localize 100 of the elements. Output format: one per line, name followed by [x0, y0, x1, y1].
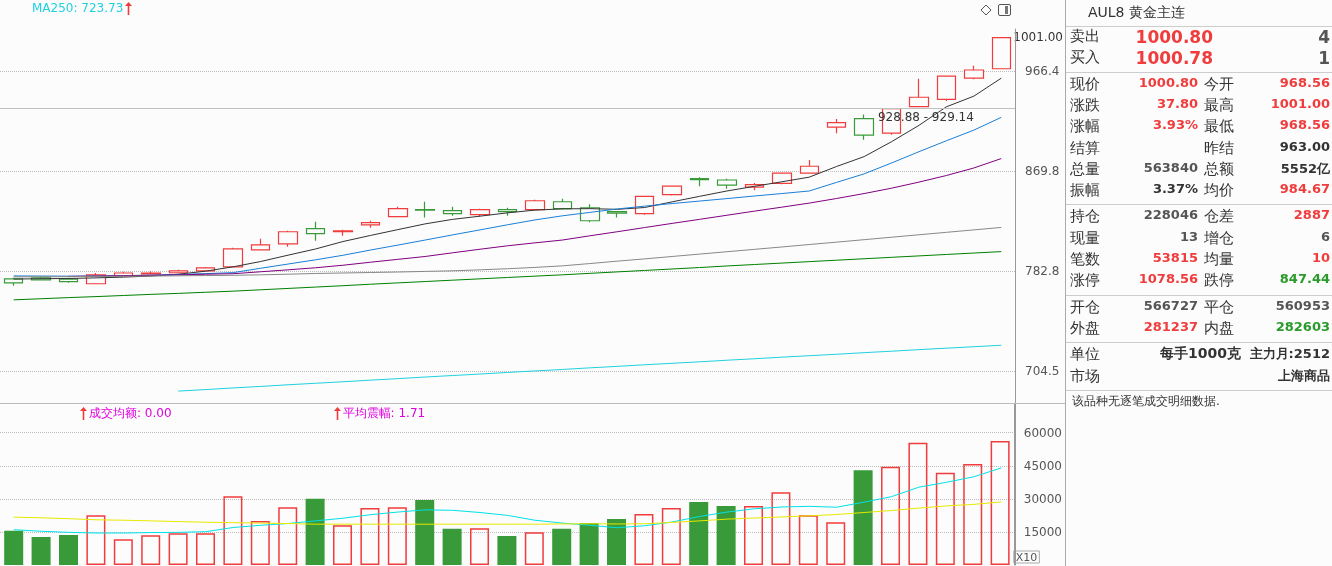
text: 4 — [1318, 27, 1330, 49]
bar — [552, 528, 572, 565]
text: 984.67 — [1279, 181, 1330, 199]
text: 563840 — [1143, 159, 1198, 177]
candlestick — [442, 206, 463, 217]
text: 281237 — [1143, 318, 1198, 336]
text: AUL8 黄金主连 — [1088, 4, 1185, 22]
candlestick — [168, 269, 189, 274]
candlestick — [497, 207, 518, 217]
text: 上海商品 — [1278, 366, 1330, 385]
candlestick — [277, 230, 299, 248]
y-tick-label: 45000 — [1023, 458, 1063, 473]
text: 持仓 — [1070, 207, 1100, 228]
text: 566727 — [1143, 297, 1198, 315]
candlestick — [305, 221, 326, 242]
bar — [579, 523, 599, 565]
y-tick-label: 966.4 — [1025, 63, 1060, 78]
text: 开仓 — [1070, 297, 1100, 318]
bar — [4, 530, 24, 565]
text: 1001.00 — [1270, 95, 1330, 113]
bar — [881, 466, 901, 565]
text: 2887 — [1293, 207, 1330, 225]
line-series — [13, 77, 1002, 280]
annotation: 1001.00 — [1013, 30, 1063, 45]
text: 主力月:2512 — [1249, 345, 1330, 364]
bar — [524, 532, 544, 565]
text: 968.56 — [1279, 117, 1330, 135]
bar — [990, 441, 1010, 565]
bar — [196, 533, 216, 565]
candlestick — [3, 277, 24, 287]
text: 涨跌 — [1070, 95, 1100, 116]
text: 涨停 — [1070, 271, 1100, 292]
text: 282603 — [1275, 318, 1330, 336]
y-tick-label: 869.8 — [1025, 163, 1060, 178]
bar — [853, 470, 873, 565]
text: 现价 — [1070, 74, 1100, 95]
text: 560953 — [1275, 297, 1330, 315]
bar — [333, 525, 353, 565]
y-tick-label: 30000 — [1023, 491, 1063, 506]
bar — [250, 521, 270, 565]
text: 今开 — [1204, 74, 1234, 95]
bar — [908, 442, 928, 565]
text: 每手1000克 — [1160, 345, 1241, 364]
text: 10 — [1311, 250, 1330, 267]
text: 1 — [1318, 48, 1330, 70]
bar — [305, 498, 325, 565]
text: 仓差 — [1204, 207, 1234, 228]
candlestick — [222, 247, 244, 268]
bar — [935, 472, 955, 565]
candlestick — [524, 199, 546, 211]
candlestick — [963, 65, 985, 80]
bar — [634, 514, 654, 565]
candlestick — [799, 159, 820, 175]
text: 增仓 — [1204, 228, 1234, 249]
text: 37.80 — [1156, 95, 1198, 113]
candlestick — [387, 206, 409, 218]
candlestick — [661, 184, 683, 197]
bar — [963, 463, 983, 565]
annotation: 平均震幅: 1.71 — [342, 406, 426, 420]
text: 跌停 — [1204, 271, 1234, 292]
text: 5552亿 — [1280, 159, 1330, 178]
text: MA250: 723.73 — [32, 1, 125, 15]
text: 涨幅 — [1070, 117, 1100, 138]
text: 结算 — [1070, 138, 1100, 159]
candlestick — [991, 36, 1012, 70]
bar — [168, 533, 188, 565]
text: 该品种无逐笔成交明细数据. — [1072, 392, 1220, 410]
text: 1000.80 — [1135, 27, 1213, 49]
text: 3.93% — [1152, 117, 1198, 135]
text: 1000.78 — [1135, 48, 1213, 70]
text: 均量 — [1204, 250, 1234, 270]
text: 6 — [1320, 228, 1330, 246]
y-tick-label: 704.5 — [1025, 363, 1060, 378]
text: 均价 — [1204, 181, 1234, 202]
candlestick — [414, 201, 436, 219]
text: 228046 — [1143, 207, 1198, 225]
bar — [798, 515, 818, 565]
bar — [31, 536, 51, 565]
y-axis-title: X10 — [1015, 551, 1038, 564]
candlestick — [140, 270, 162, 275]
y-tick-label: 60000 — [1023, 425, 1063, 440]
y-tick-label: 15000 — [1023, 524, 1063, 539]
bar — [223, 496, 243, 565]
text: 53815 — [1152, 250, 1198, 267]
bar — [59, 535, 78, 565]
candlestick — [716, 178, 738, 190]
text: 卖出 — [1070, 27, 1100, 47]
text: 总额 — [1204, 159, 1234, 180]
line-series — [177, 344, 1002, 392]
text: 单位 — [1070, 345, 1100, 366]
bar — [744, 505, 764, 565]
text: 平仓 — [1204, 297, 1234, 318]
text: 买入 — [1070, 48, 1100, 69]
bar — [826, 522, 846, 565]
bar — [113, 539, 133, 565]
candlestick — [360, 220, 381, 229]
text: 968.56 — [1279, 74, 1330, 92]
bar — [278, 507, 298, 565]
bar — [771, 492, 791, 565]
candlestick — [826, 118, 847, 134]
